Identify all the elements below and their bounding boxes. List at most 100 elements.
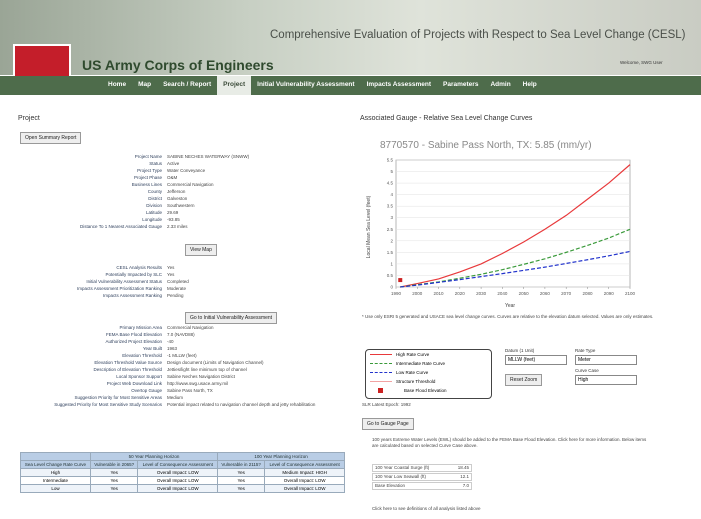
field-row: Year Built 1963	[0, 345, 315, 352]
base-flood-marker	[398, 278, 403, 283]
field-value: 2.33 miles	[167, 224, 188, 229]
x-axis-title: Year	[505, 303, 515, 309]
field-row: County Jefferson	[0, 188, 249, 195]
field-value: SABINE NECHES WATERWAY (SNWW)	[167, 154, 250, 159]
x-tick-label: 1990	[391, 291, 402, 296]
welcome[interactable]: Welcome, SWG User	[620, 60, 663, 65]
y-tick-label: 0	[390, 285, 393, 290]
surge-row: 100 Year Low Seawall (ft) 12.1	[372, 473, 472, 481]
field-label: CESL Analysis Results	[116, 265, 162, 270]
field-label: Suggested Priority for Most Sensitive St…	[54, 402, 162, 407]
info-text: 100 years Extreme Water Levels (EWL) sho…	[372, 437, 647, 448]
table-header: Level of Consequence Assessment	[137, 460, 219, 469]
table-cell: Yes	[217, 484, 266, 493]
legend-swatch	[370, 363, 392, 364]
surge-row: 100 Year Coastal Surge (ft) 18.45	[372, 464, 472, 472]
nav-item[interactable]: Home	[108, 81, 127, 88]
field-value: Design document (Limits of Navigation Ch…	[167, 360, 264, 365]
table-cell: Yes	[89, 476, 139, 485]
legend-entry: High Rate Curve	[366, 350, 491, 359]
button[interactable]: Reset Zoom	[505, 374, 543, 386]
field-label: Primary Mission Area	[119, 325, 162, 330]
field-label: Year Built	[142, 346, 162, 351]
nav-item[interactable]: Help	[522, 81, 537, 88]
x-tick-label: 2100	[625, 291, 636, 296]
button[interactable]: Go to Initial Vulnerability Assessment	[185, 312, 278, 324]
curve	[400, 164, 631, 288]
chart-note: * Use only ESRI 5 generated and USACE se…	[362, 314, 654, 319]
button[interactable]: Go to Gauge Page	[362, 418, 414, 430]
y-tick-label: 4.5	[387, 181, 394, 186]
field-row: Elevation Threshold -1 MLLW (feet)	[0, 352, 315, 359]
field-row: Initial Vulnerability Assessment Status C…	[0, 278, 189, 285]
legend-swatch	[370, 372, 392, 373]
control-label: Datum (1 Unit)	[505, 348, 535, 353]
field-value: Completed	[167, 279, 189, 284]
table-cell: Low	[20, 484, 91, 493]
field-row: Latitude 29.69	[0, 209, 249, 216]
field-value: Medium	[167, 395, 184, 400]
field-value: http://www.swg.usace.army.mil	[167, 381, 229, 386]
field-row: FEMA Base Flood Elevation 7.0 (NAVD88)	[0, 331, 315, 338]
nav-bar: Home Map Search / Report Project Initial Vul…	[0, 76, 701, 95]
y-tick-label: 5.5	[387, 158, 394, 163]
x-tick-label: 2080	[582, 291, 593, 296]
field-row: Potentially Impacted by SLC Yes	[0, 271, 189, 278]
field-value: -1 MLLW (feet)	[167, 353, 197, 358]
y-axis-title: Local Mean Sea Level (feet)	[366, 195, 372, 258]
field-label: Project Phase	[133, 175, 162, 180]
field-list: Primary Mission Area Commercial Navigatio…	[0, 324, 315, 408]
table-cell: High	[20, 468, 91, 477]
button[interactable]: View Map	[185, 244, 217, 256]
nav-item[interactable]: Search / Report	[163, 81, 212, 88]
y-tick-label: 1	[390, 261, 393, 266]
table-cell: Yes	[217, 476, 266, 485]
field-label: Impacts Assessment Prioritization Rankin…	[76, 286, 162, 291]
nav-item[interactable]: Project	[217, 76, 252, 95]
section-heading: Project	[18, 115, 40, 122]
dropdown[interactable]: High	[575, 375, 637, 385]
field-value: Potential impact related to navigation c…	[167, 402, 316, 407]
field-value: Sabine Pass North, TX	[167, 388, 213, 393]
nav-item[interactable]: Parameters	[443, 81, 479, 88]
legend-label: Base Flood Elevation	[404, 388, 447, 393]
nav-item[interactable]: Admin	[490, 81, 511, 88]
field-label: Potentially Impacted by SLC	[105, 272, 162, 277]
org-name: US Army Corps of Engineers	[82, 57, 274, 73]
field-label: Project Name	[134, 154, 162, 159]
table-row: High Yes Overall Impact: LOW Yes Medium Impa…	[20, 468, 345, 477]
table-header: Vulnerable in 2115?	[217, 460, 266, 469]
button[interactable]: Open Summary Report	[20, 132, 82, 144]
field-row: Division Southwestern	[0, 202, 249, 209]
x-tick-label: 2000	[412, 291, 423, 296]
x-tick-label: 2090	[604, 291, 615, 296]
field-label: Local Sponsor Support	[116, 374, 162, 379]
surge-table: 100 Year Coastal Surge (ft) 18.45 100 Year…	[372, 464, 472, 491]
table-group-header: 100 Year Planning Horizon	[217, 452, 345, 461]
table-header: Level of Consequence Assessment	[264, 460, 345, 469]
dropdown[interactable]: MLLW (feet)	[505, 355, 567, 365]
table-cell: Overall Impact: LOW	[137, 468, 219, 477]
surge-label: Base Elevation	[375, 483, 406, 488]
dropdown[interactable]: Meter	[575, 355, 637, 365]
legend-swatch	[378, 388, 383, 393]
field-row: Impacts Assessment Prioritization Rankin…	[0, 285, 189, 292]
nav-item[interactable]: Initial Vulnerability Assessment	[257, 81, 355, 88]
field-value: Pending	[167, 293, 184, 298]
footer-link[interactable]: Click here to see definitions of all ana…	[372, 506, 481, 511]
field-label: Business Lines	[131, 182, 162, 187]
nav-item[interactable]: Map	[138, 81, 152, 88]
y-tick-label: 5	[390, 169, 393, 174]
x-tick-label: 2010	[434, 291, 445, 296]
table-cell: Medium Impact: HIGH	[264, 468, 345, 477]
nav-item[interactable]: Impacts Assessment	[366, 81, 432, 88]
field-label: District	[148, 196, 162, 201]
field-row: Authorized Project Elevation -40	[0, 338, 315, 345]
field-value: 7.0 (NAVD88)	[167, 332, 195, 337]
field-row: Project Name SABINE NECHES WATERWAY (SNWW…	[0, 153, 249, 160]
field-value: Water Conveyance	[167, 168, 206, 173]
x-tick-label: 2070	[561, 291, 572, 296]
epoch-note: SLR Latest Epoch: 1992	[362, 402, 411, 407]
y-tick-label: 2.5	[387, 227, 394, 232]
